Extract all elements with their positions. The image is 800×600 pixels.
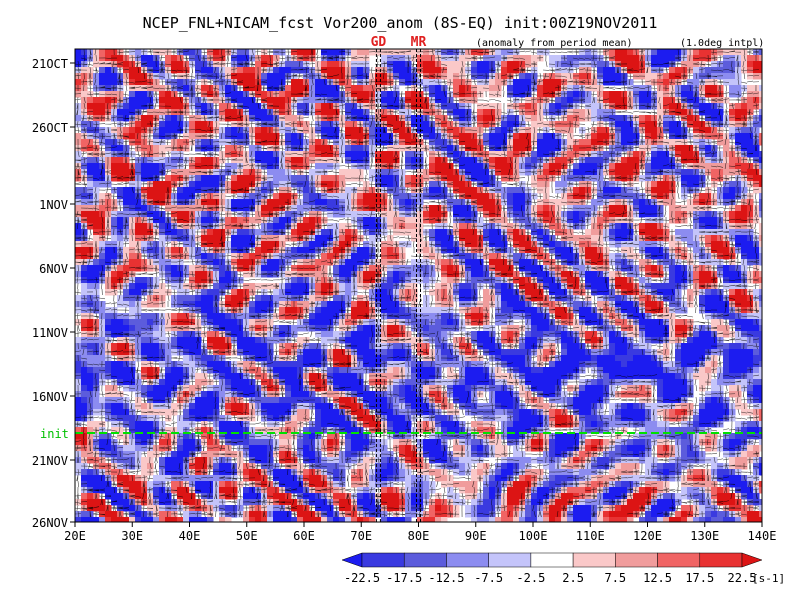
colorbar-swatch: [361, 552, 405, 568]
colorbar-level-label: 22.5: [728, 571, 757, 585]
colorbar-unit: [s-1]: [752, 572, 785, 585]
x-tick-label: 40E: [179, 529, 201, 543]
colorbar-level-label: -22.5: [344, 571, 380, 585]
colorbar-level-label: 17.5: [685, 571, 714, 585]
marker-lines: GD MR: [371, 35, 427, 522]
y-tick-label: 1NOV: [39, 198, 68, 212]
x-tick-label: 140E: [748, 529, 777, 543]
colorbar-level-label: -7.5: [474, 571, 503, 585]
colorbar-swatch: [488, 552, 532, 568]
subtitle-interp: (1.0deg intpl): [680, 38, 764, 49]
x-tick-label: 130E: [690, 529, 719, 543]
y-tick-label: 6NOV: [39, 262, 68, 276]
x-tick-label: 70E: [350, 529, 372, 543]
y-tick-label: 21OCT: [32, 57, 68, 71]
colorbar-level-label: -17.5: [386, 571, 422, 585]
colorbar-swatch: [446, 552, 489, 568]
colorbar-swatch: [403, 552, 447, 568]
colorbar-swatch: [699, 552, 743, 568]
heatmap-field: [75, 49, 762, 522]
y-tick-label: 21NOV: [32, 454, 68, 468]
colorbar-swatch: [657, 552, 701, 568]
colorbar-swatch: [341, 552, 363, 568]
init-label: init: [40, 427, 69, 441]
x-tick-label: 120E: [633, 529, 662, 543]
x-tick-label: 90E: [465, 529, 487, 543]
marker-label: MR: [411, 35, 427, 50]
y-tick-label: 16NOV: [32, 390, 68, 404]
colorbar-swatch: [572, 552, 616, 568]
y-tick-label: 11NOV: [32, 326, 68, 340]
x-tick-label: 110E: [576, 529, 605, 543]
x-tick-label: 60E: [293, 529, 315, 543]
colorbar-swatch: [615, 552, 658, 568]
colorbar-level-label: 7.5: [604, 571, 626, 585]
x-tick-label: 100E: [519, 529, 548, 543]
x-tick-label: 20E: [64, 529, 86, 543]
x-tick-label: 80E: [408, 529, 430, 543]
y-tick-label: 26OCT: [32, 121, 68, 135]
x-tick-label: 30E: [121, 529, 143, 543]
colorbar-level-label: 12.5: [643, 571, 672, 585]
colorbar-level-label: -2.5: [516, 571, 545, 585]
colorbar-level-label: 2.5: [562, 571, 584, 585]
y-axis: 21OCT 26OCT 1NOV 6NOV 11NOV 16NOV 21NOV 26NOV: [32, 57, 75, 530]
colorbar-level-label: -12.5: [428, 571, 464, 585]
init-line: init: [40, 427, 762, 441]
chart-title: NCEP_FNL+NICAM_fcst Vor200_anom (8S-EQ) …: [143, 14, 658, 32]
subtitle-anomaly: (anomaly from period mean): [476, 38, 633, 49]
colorbar: -22.5 -17.5 -12.5 -7.5 -2.5 2.5 7.5 12.5 17.5 22.…: [341, 552, 785, 585]
y-tick-label: 26NOV: [32, 516, 68, 530]
colorbar-swatch: [741, 552, 763, 568]
marker-label: GD: [371, 35, 387, 50]
x-axis: 20E 30E 40E 50E 60E 70E 80E 90E 100E 110E 120E 130E…: [64, 522, 776, 543]
colorbar-swatch: [530, 552, 574, 568]
x-tick-label: 50E: [236, 529, 258, 543]
